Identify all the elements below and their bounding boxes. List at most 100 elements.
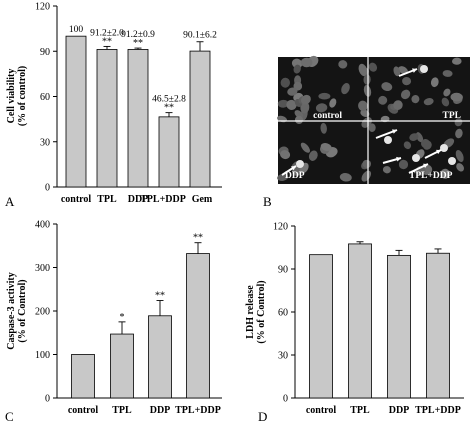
x-tick-label: TPL+DDP [175, 405, 221, 416]
bar-Gem [189, 50, 211, 188]
arrow-pointer [375, 129, 398, 139]
micrograph-panel-b: control TPL DDP TPL+DDP [277, 55, 470, 184]
cell-nucleus [362, 159, 371, 169]
cell-nucleus [287, 87, 298, 96]
y-tick-label: 0 [45, 394, 50, 405]
bar-TPL+DDP [426, 252, 450, 399]
cell-nucleus [398, 66, 408, 75]
arrow-pointer [408, 163, 429, 174]
y-tick-label: 30 [40, 137, 50, 148]
y-tick-label: 0 [283, 394, 288, 405]
y-tick-label: 30 [278, 351, 288, 362]
y-tick-label: 200 [35, 307, 50, 318]
cell-nucleus [393, 66, 401, 77]
cell-nucleus [294, 110, 304, 119]
cell-nucleus [341, 83, 350, 95]
cell-nucleus [358, 63, 368, 77]
bar-DDP [148, 315, 172, 399]
cell-nucleus [315, 103, 328, 113]
chart-c-caspase-activity: 0 100 200 300 400 Caspase-3 activity(% of Con… [6, 220, 222, 416]
bar-TPL [96, 49, 118, 188]
x-tick-label: control [68, 405, 99, 416]
apoptotic-nucleus [384, 136, 392, 144]
significance-marker: ** [193, 233, 203, 244]
significance-marker: ** [155, 291, 165, 302]
quadrant-label: TPL+DDP [409, 171, 453, 181]
cell-nucleus [360, 109, 370, 118]
y-tick-label: 0 [45, 183, 50, 194]
cell-nucleus [361, 170, 372, 182]
value-label: 46.5±2.8 [152, 95, 186, 105]
cell-nucleus [382, 166, 391, 174]
cell-nucleus [300, 94, 311, 105]
cell-nucleus [450, 92, 463, 102]
y-tick-label: 90 [278, 265, 288, 276]
quadrant-label: TPL [443, 111, 461, 121]
apoptotic-nucleus [448, 157, 456, 165]
apoptotic-nucleus [420, 65, 428, 73]
cell-nucleus [361, 117, 372, 128]
x-tick-label: TPL [350, 405, 370, 416]
x-tick-label: DDP [150, 405, 171, 416]
apoptotic-nucleus [412, 154, 420, 162]
cell-nucleus [368, 123, 376, 132]
bar-TPL [348, 243, 372, 399]
cell-nucleus [402, 76, 412, 86]
cell-nucleus [455, 149, 464, 163]
cell-nucleus [320, 122, 327, 134]
cell-nucleus [452, 57, 462, 65]
cell-nucleus [403, 141, 412, 150]
x-tick-label: control [61, 194, 92, 205]
x-tick-label: TPL+DDP [140, 194, 186, 205]
cell-nucleus [338, 60, 348, 69]
value-label: 90.1±6.2 [183, 31, 217, 41]
arrow-pointer [398, 68, 418, 77]
cell-nucleus [411, 95, 420, 104]
apoptotic-nucleus [296, 160, 304, 168]
arrow-head [392, 129, 397, 134]
cell-nucleus [381, 82, 393, 92]
y-tick-label: 90 [40, 47, 50, 58]
y-tick-label: 400 [35, 220, 50, 231]
significance-marker: ** [133, 38, 143, 49]
panel-letter-d: D [258, 409, 267, 423]
arrow-head [396, 156, 401, 162]
bar-TPL+DDP [158, 116, 180, 188]
cell-nucleus [339, 173, 352, 182]
apoptotic-nucleus [440, 144, 448, 152]
y-tick-label: 60 [278, 308, 288, 319]
significance-marker: * [120, 312, 125, 323]
cell-nucleus [442, 70, 453, 77]
quadrant-label: DDP [285, 171, 305, 181]
x-tick-label: control [306, 405, 337, 416]
x-tick-label: DDP [389, 405, 410, 416]
x-tick-label: Gem [192, 194, 213, 205]
value-label: 91.2±2.0 [90, 28, 124, 38]
cell-nucleus [300, 101, 310, 114]
x-tick-label: DDP [128, 194, 149, 205]
chart-d-ldh-release: 0 30 60 90 120 LDH release(% of Control) contr… [245, 222, 464, 416]
cell-nucleus [286, 99, 297, 110]
cell-nucleus [455, 128, 463, 139]
cell-nucleus [300, 57, 313, 68]
arrow-head [291, 166, 296, 171]
arrow-head [412, 68, 417, 73]
cell-nucleus [398, 159, 409, 170]
x-tick-label: TPL [112, 405, 132, 416]
y-axis-title: LDH release(% of Control) [245, 280, 267, 343]
arrow-pointer [281, 165, 297, 176]
y-tick-label: 300 [35, 263, 50, 274]
y-axis-title: Cell viability(% of control) [6, 66, 28, 126]
bar-DDP [387, 254, 411, 399]
chart-a-cell-viability: 0 30 60 90 120 Cell viability(% of control) co… [6, 2, 222, 205]
arrow-head [436, 149, 441, 155]
y-tick-label: 100 [35, 350, 50, 361]
cell-nucleus [440, 168, 451, 179]
cell-nucleus [454, 118, 463, 127]
cell-nucleus [277, 173, 289, 181]
cell-nucleus [456, 163, 464, 172]
value-label: 100 [69, 25, 84, 35]
panel-letter-c: C [5, 409, 14, 423]
cell-nucleus [393, 100, 403, 110]
arrow-pointer [424, 149, 442, 159]
